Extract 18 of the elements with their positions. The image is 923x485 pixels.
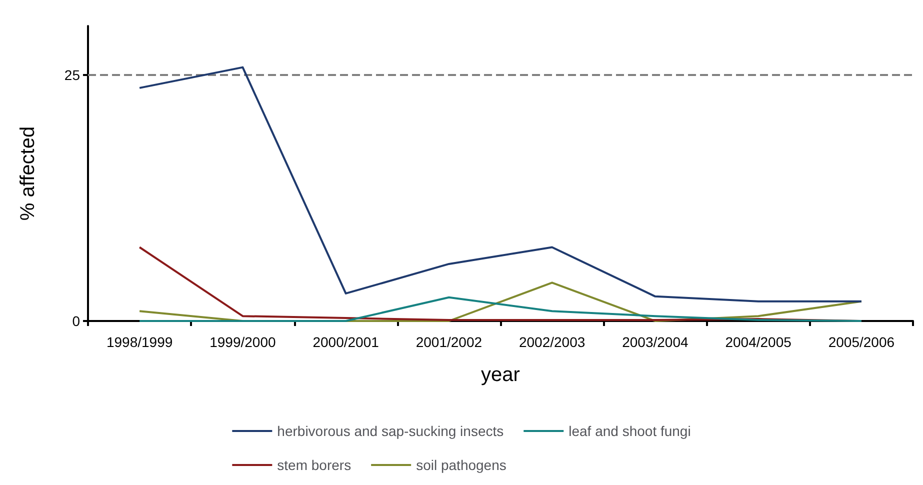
x-tick-label: 2004/2005 bbox=[725, 334, 792, 350]
legend-label: leaf and shoot fungi bbox=[568, 423, 691, 439]
x-tick-label: 2003/2004 bbox=[622, 334, 688, 350]
legend-label: soil pathogens bbox=[416, 457, 506, 473]
legend-label: herbivorous and sap-sucking insects bbox=[277, 423, 504, 439]
x-tick-label: 2000/2001 bbox=[312, 334, 380, 350]
x-tick-label: 2001/2002 bbox=[416, 334, 482, 350]
x-tick-label: 2005/2006 bbox=[828, 334, 895, 350]
y-tick-label: 25 bbox=[64, 67, 80, 84]
y-tick-label: 0 bbox=[72, 313, 80, 329]
x-tick-label: 1999/2000 bbox=[210, 334, 276, 350]
line-series bbox=[138, 296, 862, 322]
legend-label: stem borers bbox=[277, 457, 352, 473]
x-axis-title: year bbox=[481, 364, 520, 386]
y-axis-title: % affected bbox=[17, 126, 39, 221]
x-tick-label: 2002/2003 bbox=[518, 334, 586, 350]
x-tick-label: 1998/1999 bbox=[106, 334, 173, 350]
line-series bbox=[138, 66, 862, 302]
